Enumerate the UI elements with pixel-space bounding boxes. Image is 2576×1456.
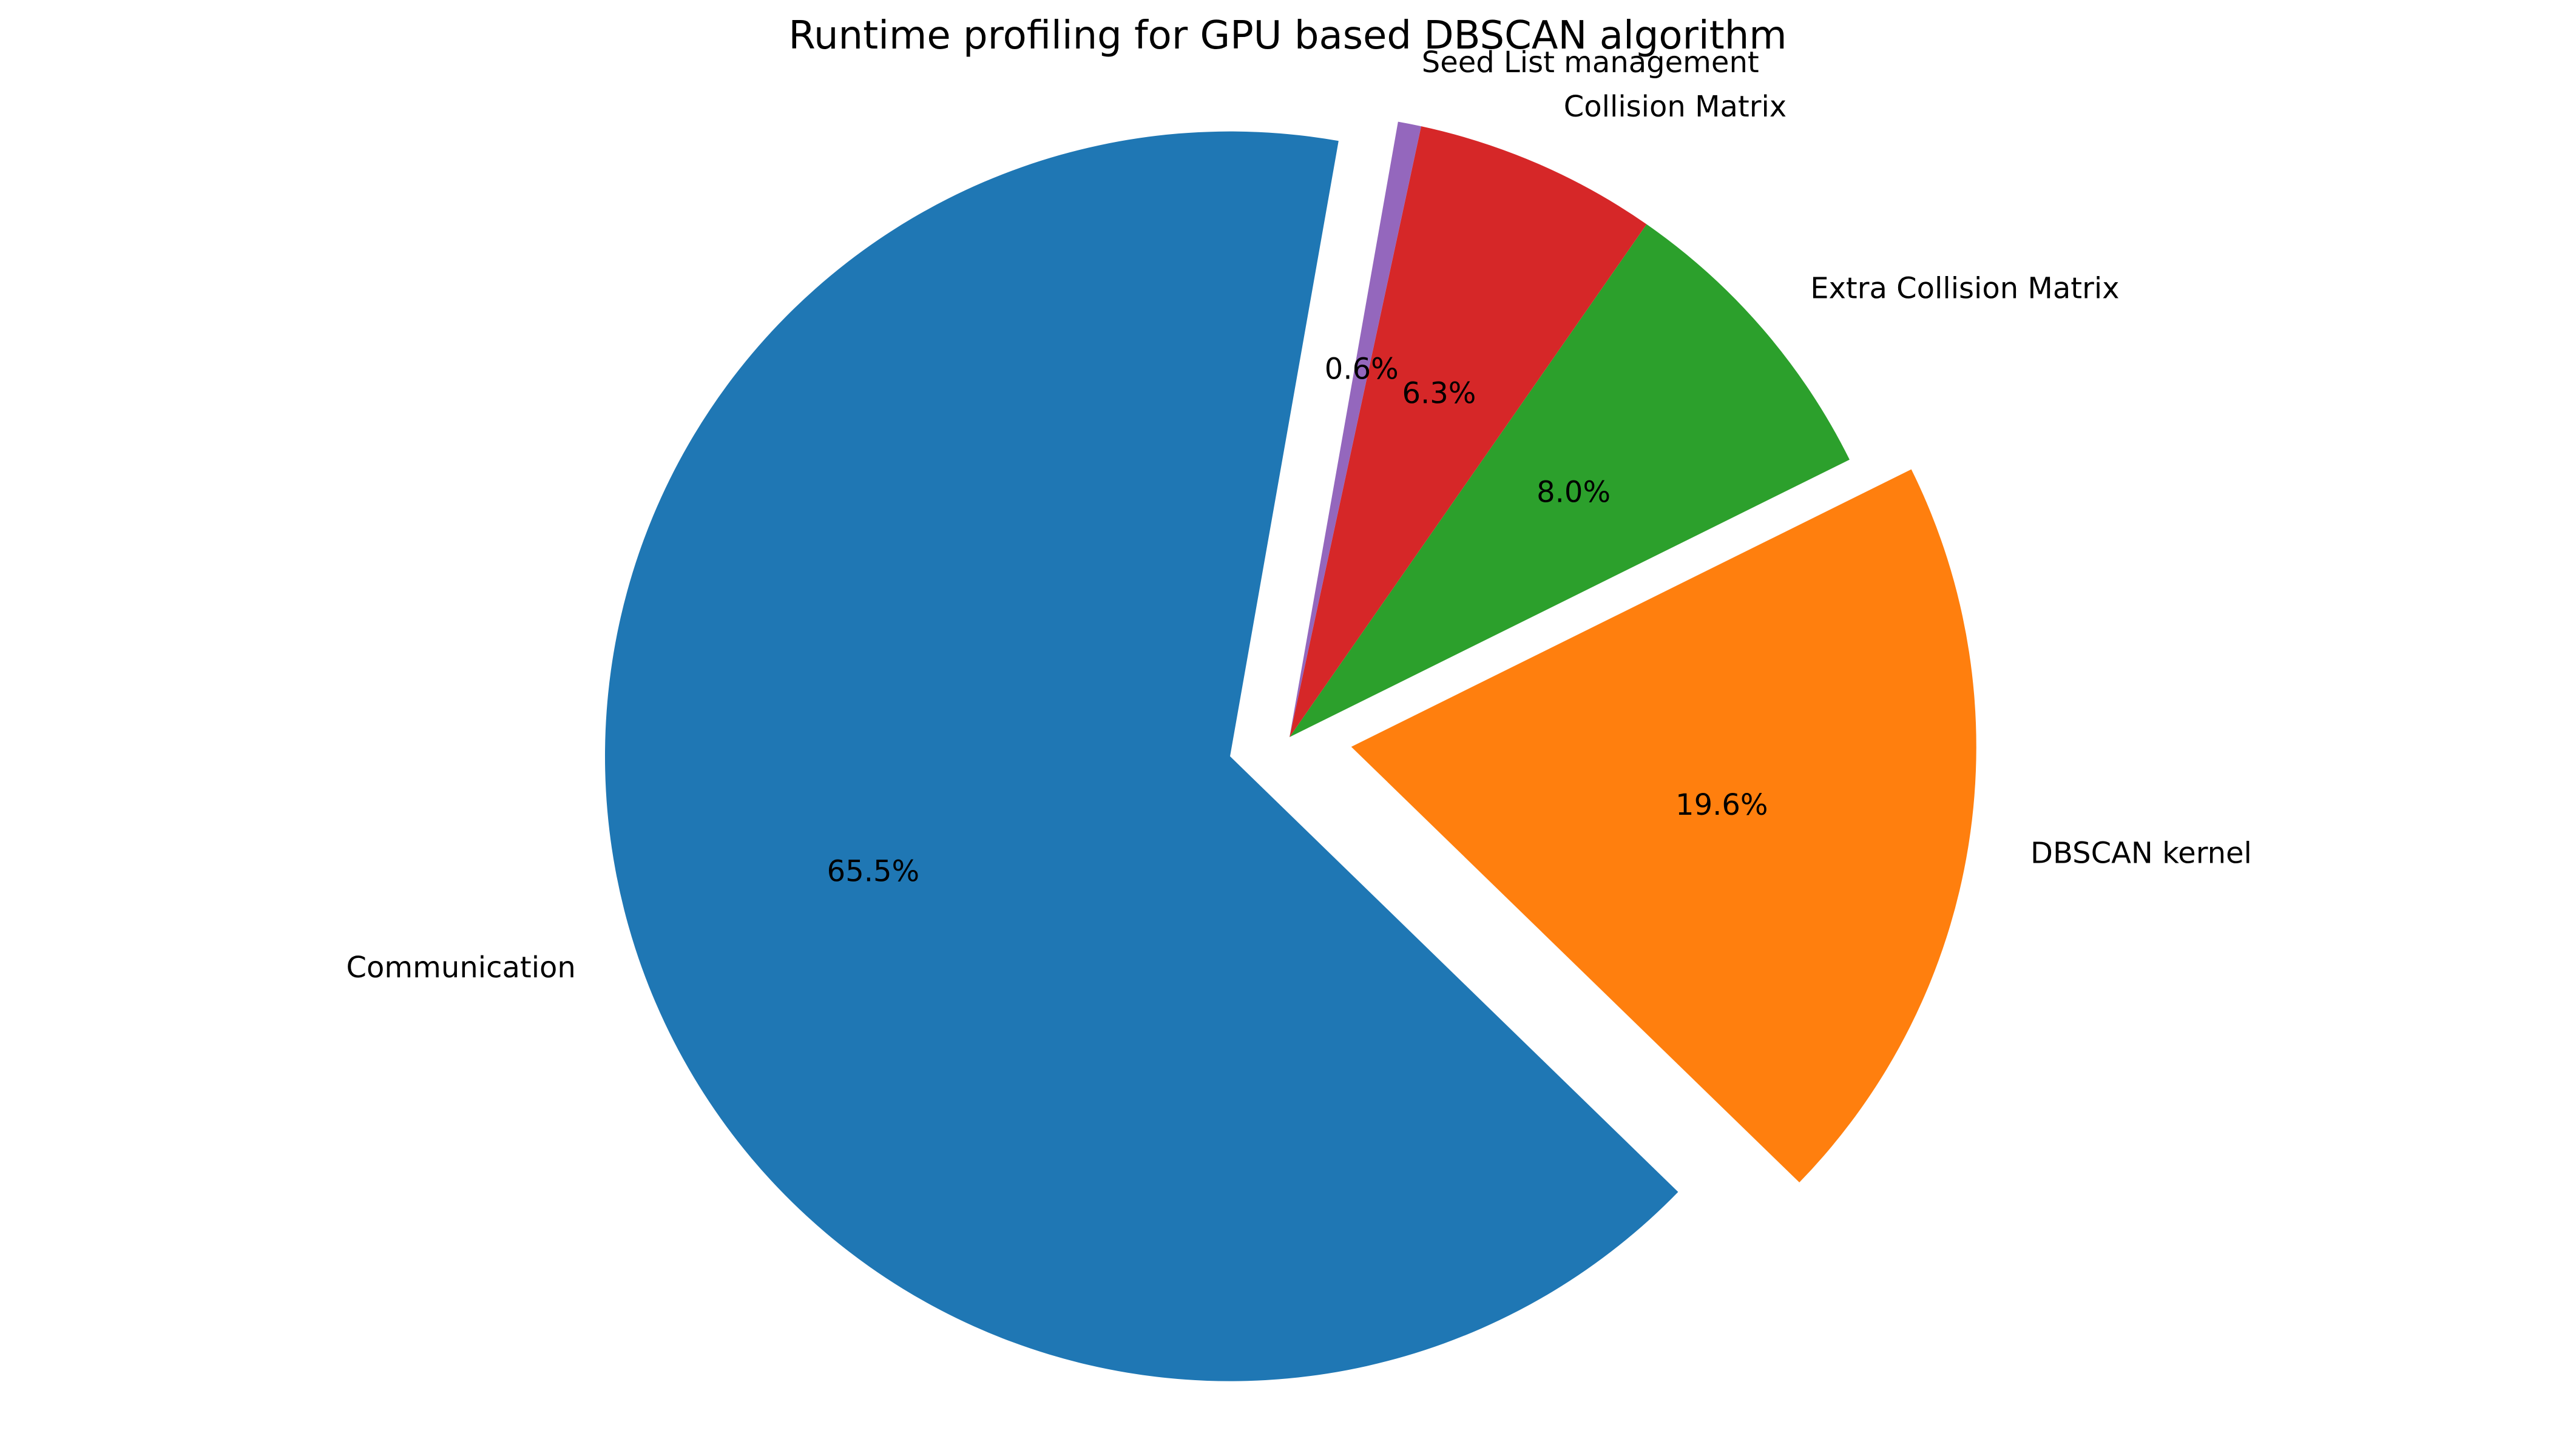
slice-label-communication: Communication [347,951,576,985]
slice-label-seed-list-management: Seed List management [1422,46,1759,79]
pie-slice-dbscan-kernel [1351,469,1976,1183]
pct-label-collision-matrix: 6.3% [1402,376,1476,410]
pct-label-dbscan-kernel: 19.6% [1675,788,1768,822]
pie-slice-extra-collision-matrix [1290,224,1850,737]
slice-label-dbscan-kernel: DBSCAN kernel [2030,837,2252,871]
pct-label-communication: 65.5% [827,855,919,889]
pct-label-seed-list-management: 0.6% [1325,352,1399,386]
chart-title: Runtime profiling for GPU based DBSCAN a… [788,13,1787,58]
pct-label-extra-collision-matrix: 8.0% [1536,476,1611,510]
pie-slice-collision-matrix [1290,126,1647,737]
slice-label-collision-matrix: Collision Matrix [1564,90,1787,124]
slice-label-extra-collision-matrix: Extra Collision Matrix [1810,271,2119,305]
pie-slice-seed-list-management [1290,121,1421,737]
pie-slice-communication [604,131,1678,1381]
